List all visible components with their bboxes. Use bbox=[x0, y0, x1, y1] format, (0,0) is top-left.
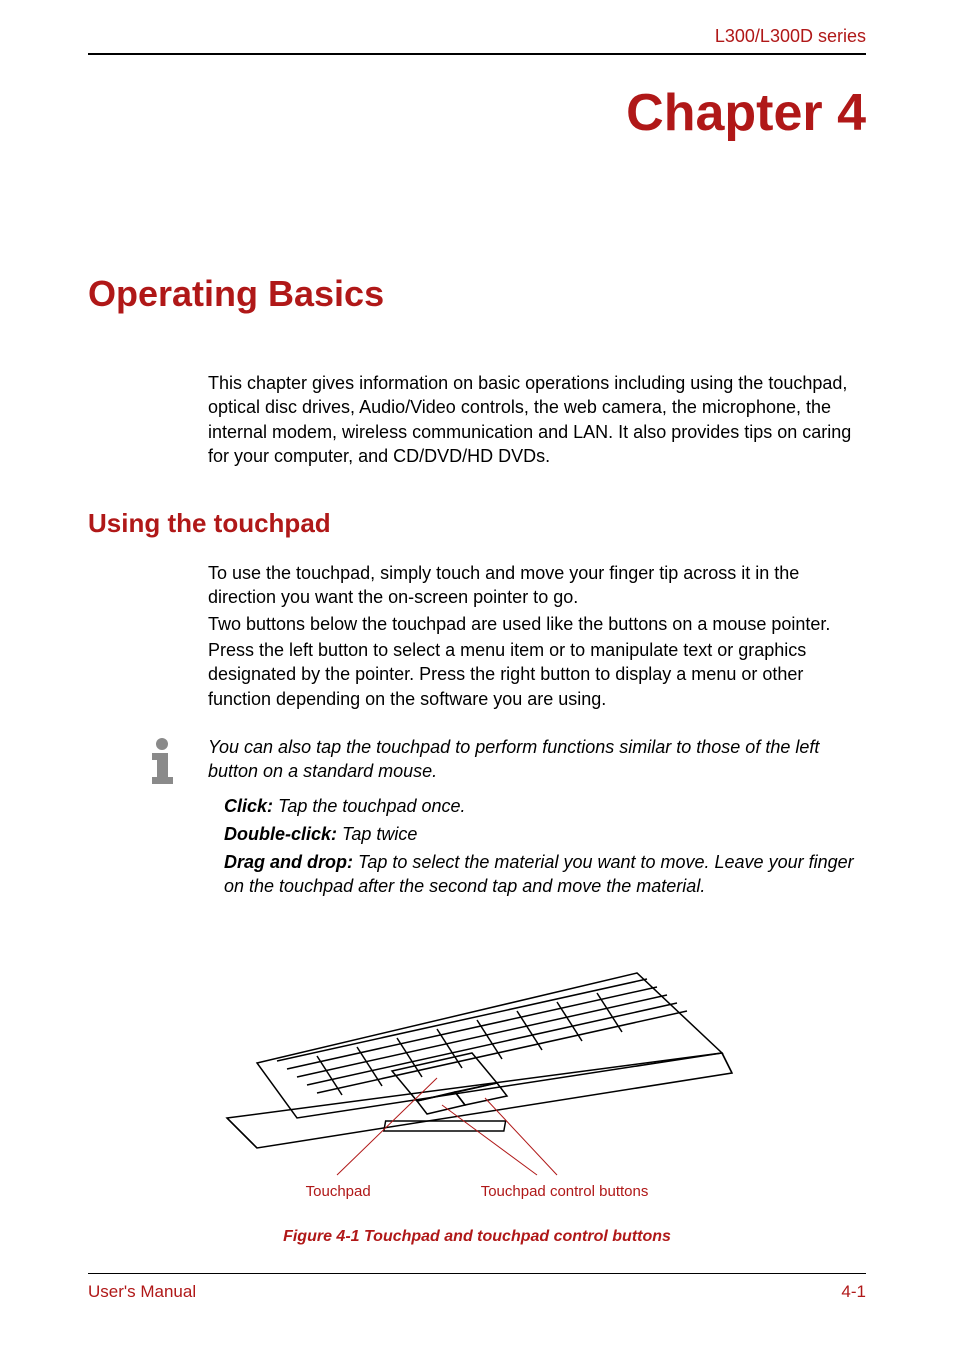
note-item-text: Tap twice bbox=[337, 824, 417, 844]
intro-paragraph: This chapter gives information on basic … bbox=[208, 371, 866, 468]
figure-label-buttons: Touchpad control buttons bbox=[481, 1183, 649, 1200]
note-item-label: Double-click: bbox=[224, 824, 337, 844]
info-icon bbox=[142, 737, 182, 790]
note-item-dragdrop: Drag and drop: Tap to select the materia… bbox=[224, 850, 866, 899]
header-rule bbox=[88, 53, 866, 55]
subsection-title: Using the touchpad bbox=[88, 508, 866, 539]
footer-right: 4-1 bbox=[841, 1282, 866, 1302]
body-paragraph-3: Press the left button to select a menu i… bbox=[208, 638, 866, 711]
note-item-label: Drag and drop: bbox=[224, 852, 353, 872]
note-item-text: Tap the touchpad once. bbox=[273, 796, 466, 816]
chapter-title: Chapter 4 bbox=[88, 83, 866, 143]
body-paragraph-2: Two buttons below the touchpad are used … bbox=[208, 612, 866, 636]
footer-left: User's Manual bbox=[88, 1282, 196, 1302]
laptop-illustration bbox=[217, 943, 737, 1183]
section-title: Operating Basics bbox=[88, 273, 866, 315]
note-intro: You can also tap the touchpad to perform… bbox=[208, 735, 866, 784]
note-item-doubleclick: Double-click: Tap twice bbox=[224, 822, 866, 846]
body-paragraph-1: To use the touchpad, simply touch and mo… bbox=[208, 561, 866, 610]
figure-caption: Figure 4-1 Touchpad and touchpad control… bbox=[88, 1228, 866, 1246]
figure-label-touchpad: Touchpad bbox=[306, 1183, 371, 1200]
note-content: You can also tap the touchpad to perform… bbox=[208, 735, 866, 903]
note-item-click: Click: Tap the touchpad once. bbox=[224, 794, 866, 818]
header-series: L300/L300D series bbox=[88, 26, 866, 47]
footer-rule bbox=[88, 1273, 866, 1274]
page-footer: User's Manual 4-1 bbox=[88, 1273, 866, 1302]
note-item-label: Click: bbox=[224, 796, 273, 816]
